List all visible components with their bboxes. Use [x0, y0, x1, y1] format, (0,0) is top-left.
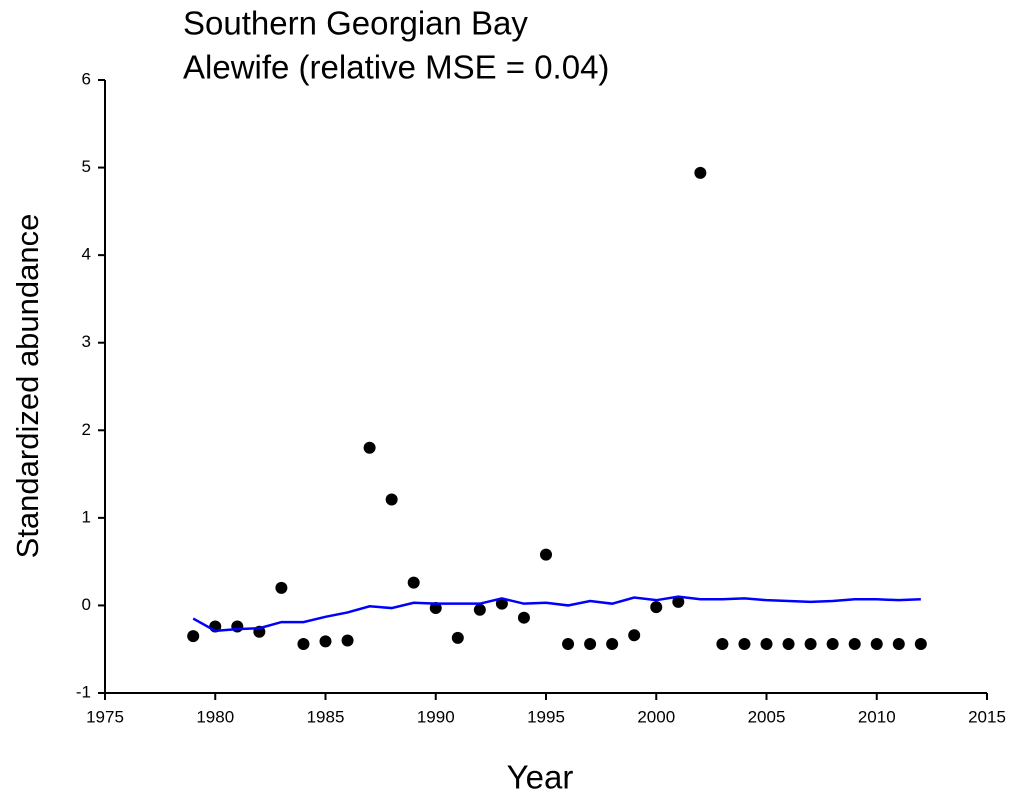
data-point: [914, 637, 927, 650]
x-tick-label: 2015: [968, 707, 1006, 726]
x-tick-label: 1995: [527, 707, 565, 726]
data-point: [517, 611, 530, 624]
data-point: [451, 631, 464, 644]
data-point: [540, 548, 552, 561]
data-point: [826, 637, 839, 650]
data-point: [187, 630, 200, 643]
y-tick-label: -1: [76, 682, 91, 701]
data-point: [650, 601, 663, 614]
data-point: [628, 629, 641, 642]
data-point: [782, 637, 795, 650]
data-point: [275, 581, 288, 594]
x-axis-label: Year: [507, 759, 574, 796]
y-tick-label: 3: [82, 332, 91, 351]
y-tick-label: 4: [82, 245, 91, 264]
data-point: [606, 637, 619, 650]
chart-title: Alewife (relative MSE = 0.04): [183, 49, 609, 86]
y-axis-label: Standardized abundance: [10, 214, 45, 559]
data-point: [319, 635, 332, 648]
y-tick-label: 0: [82, 595, 91, 614]
data-point: [341, 634, 354, 647]
data-point: [892, 637, 905, 650]
x-tick-label: 2010: [858, 707, 896, 726]
x-tick-label: 1985: [307, 707, 345, 726]
y-tick-label: 1: [82, 507, 91, 526]
data-point: [473, 603, 486, 616]
y-tick-label: 5: [82, 157, 91, 176]
data-point: [429, 602, 442, 615]
data-point: [870, 637, 883, 650]
x-tick-label: 2005: [748, 707, 786, 726]
x-tick-label: 1980: [196, 707, 234, 726]
data-point: [495, 597, 508, 610]
y-tick-label: 2: [82, 420, 91, 439]
data-point: [848, 637, 861, 650]
data-point: [694, 166, 707, 179]
data-point: [297, 637, 310, 650]
data-point: [672, 595, 685, 608]
trend-line: [192, 595, 921, 633]
data-point: [407, 576, 420, 589]
x-tick-label: 1975: [86, 707, 124, 726]
data-point: [738, 637, 751, 650]
data-point: [584, 637, 597, 650]
data-point: [363, 441, 376, 454]
x-tick-label: 2000: [637, 707, 675, 726]
y-tick-label: 6: [82, 69, 91, 88]
data-point: [562, 637, 575, 650]
chart-title: Southern Georgian Bay: [183, 5, 528, 42]
data-point: [385, 493, 398, 506]
data-point: [804, 637, 817, 650]
x-tick-label: 1990: [417, 707, 455, 726]
data-point: [716, 637, 729, 650]
data-point: [760, 637, 773, 650]
